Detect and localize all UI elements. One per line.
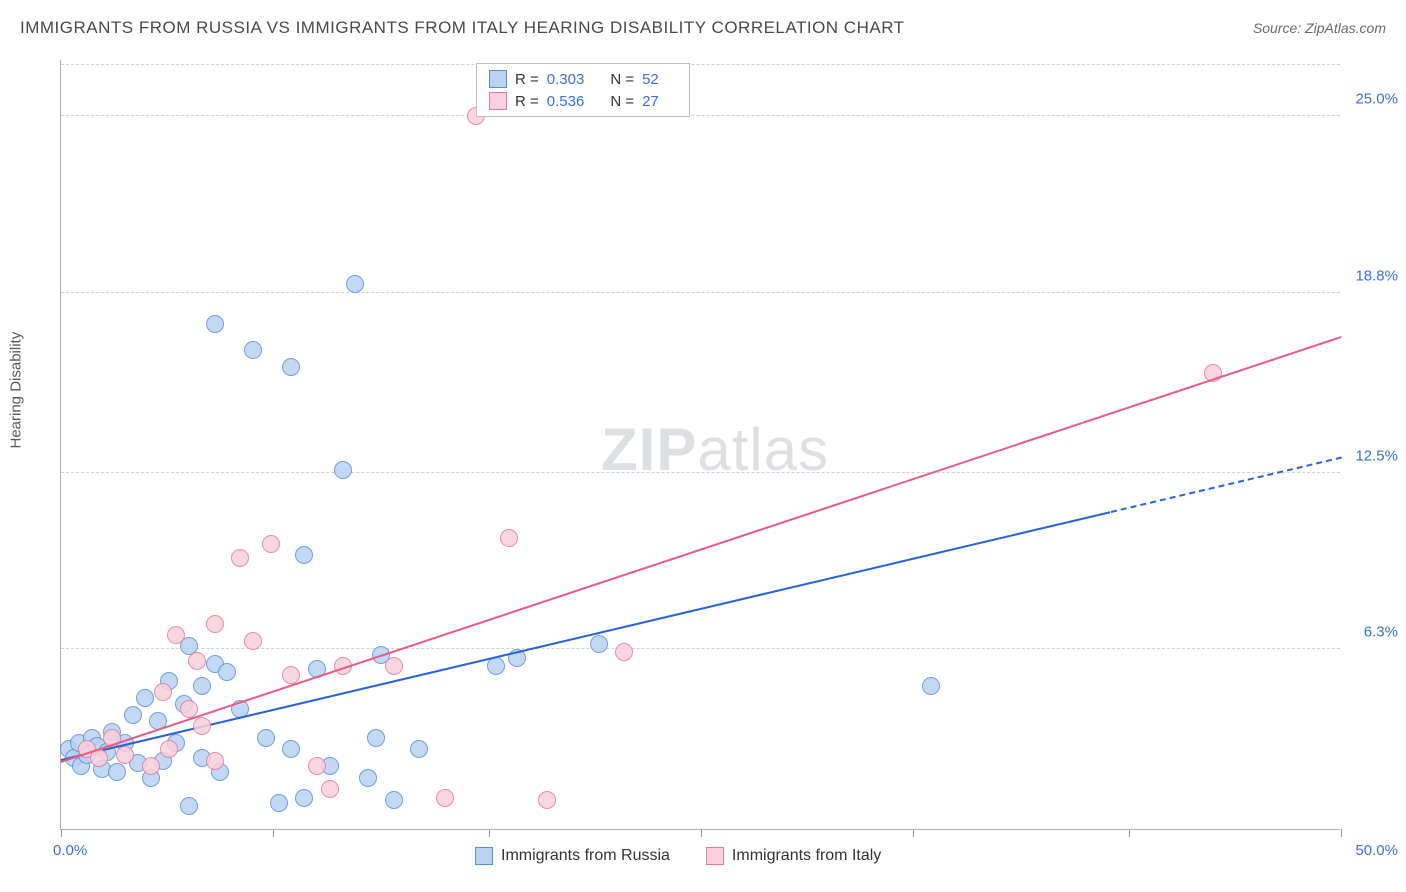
n-value-russia: 52 (642, 71, 659, 88)
bottom-legend: Immigrants from Russia Immigrants from I… (475, 847, 881, 865)
trend-line-russia (61, 511, 1111, 761)
n-value-italy: 27 (642, 93, 659, 110)
y-tick-label: 6.3% (1364, 624, 1398, 641)
data-point-russia (180, 797, 198, 815)
data-point-russia (244, 341, 262, 359)
data-point-italy (188, 652, 206, 670)
swatch-italy (489, 92, 507, 110)
legend-item-italy: Immigrants from Italy (706, 847, 881, 865)
data-point-russia (270, 794, 288, 812)
data-point-italy (321, 780, 339, 798)
data-point-russia (922, 677, 940, 695)
x-tick (1129, 829, 1130, 837)
data-point-italy (615, 643, 633, 661)
x-tick (913, 829, 914, 837)
n-label: N = (610, 71, 634, 88)
gridline (61, 64, 1340, 65)
data-point-russia (257, 729, 275, 747)
swatch-russia (475, 847, 493, 865)
data-point-italy (193, 717, 211, 735)
data-point-russia (124, 706, 142, 724)
source-prefix: Source: (1253, 20, 1305, 36)
data-point-russia (334, 461, 352, 479)
data-point-russia (385, 791, 403, 809)
plot-area: 6.3%12.5%18.8%25.0% (61, 60, 1340, 829)
x-tick (273, 829, 274, 837)
y-tick-label: 18.8% (1355, 267, 1398, 284)
data-point-russia (282, 358, 300, 376)
x-axis-start-label: 0.0% (53, 842, 87, 859)
trend-line-italy (61, 337, 1342, 764)
x-tick (61, 829, 62, 837)
data-point-russia (590, 635, 608, 653)
source-name: ZipAtlas.com (1305, 20, 1386, 36)
r-value-italy: 0.536 (547, 93, 585, 110)
x-tick (701, 829, 702, 837)
data-point-russia (282, 740, 300, 758)
chart-area: ZIPatlas 6.3%12.5%18.8%25.0% R = 0.303 N… (60, 60, 1340, 830)
gridline (61, 292, 1340, 293)
data-point-italy (308, 757, 326, 775)
data-point-italy (538, 791, 556, 809)
data-point-russia (367, 729, 385, 747)
data-point-russia (108, 763, 126, 781)
y-tick-label: 25.0% (1355, 91, 1398, 108)
stats-row-russia: R = 0.303 N = 52 (489, 68, 677, 90)
data-point-italy (262, 535, 280, 553)
swatch-russia (489, 70, 507, 88)
data-point-russia (218, 663, 236, 681)
stats-legend: R = 0.303 N = 52 R = 0.536 N = 27 (476, 63, 690, 117)
y-tick-label: 12.5% (1355, 447, 1398, 464)
source-attribution: Source: ZipAtlas.com (1253, 20, 1386, 36)
data-point-italy (500, 529, 518, 547)
x-tick (489, 829, 490, 837)
data-point-italy (385, 657, 403, 675)
r-label: R = (515, 93, 539, 110)
data-point-russia (487, 657, 505, 675)
data-point-russia (136, 689, 154, 707)
gridline (61, 115, 1340, 116)
data-point-italy (206, 752, 224, 770)
n-label: N = (610, 93, 634, 110)
data-point-russia (295, 546, 313, 564)
data-point-russia (346, 275, 364, 293)
legend-item-russia: Immigrants from Russia (475, 847, 670, 865)
data-point-russia (295, 789, 313, 807)
data-point-russia (206, 315, 224, 333)
legend-label-russia: Immigrants from Russia (501, 847, 670, 865)
data-point-russia (359, 769, 377, 787)
trend-line-russia (1110, 456, 1341, 512)
y-axis-label: Hearing Disability (8, 332, 25, 449)
data-point-russia (193, 677, 211, 695)
data-point-italy (167, 626, 185, 644)
data-point-italy (436, 789, 454, 807)
data-point-italy (160, 740, 178, 758)
chart-title: IMMIGRANTS FROM RUSSIA VS IMMIGRANTS FRO… (20, 18, 905, 38)
stats-row-italy: R = 0.536 N = 27 (489, 90, 677, 112)
r-label: R = (515, 71, 539, 88)
x-axis-end-label: 50.0% (1355, 842, 1398, 859)
data-point-russia (410, 740, 428, 758)
data-point-italy (206, 615, 224, 633)
data-point-italy (142, 757, 160, 775)
legend-label-italy: Immigrants from Italy (732, 847, 881, 865)
data-point-italy (244, 632, 262, 650)
r-value-russia: 0.303 (547, 71, 585, 88)
gridline (61, 472, 1340, 473)
data-point-italy (116, 746, 134, 764)
swatch-italy (706, 847, 724, 865)
x-tick (1341, 829, 1342, 837)
data-point-italy (154, 683, 172, 701)
data-point-italy (231, 549, 249, 567)
